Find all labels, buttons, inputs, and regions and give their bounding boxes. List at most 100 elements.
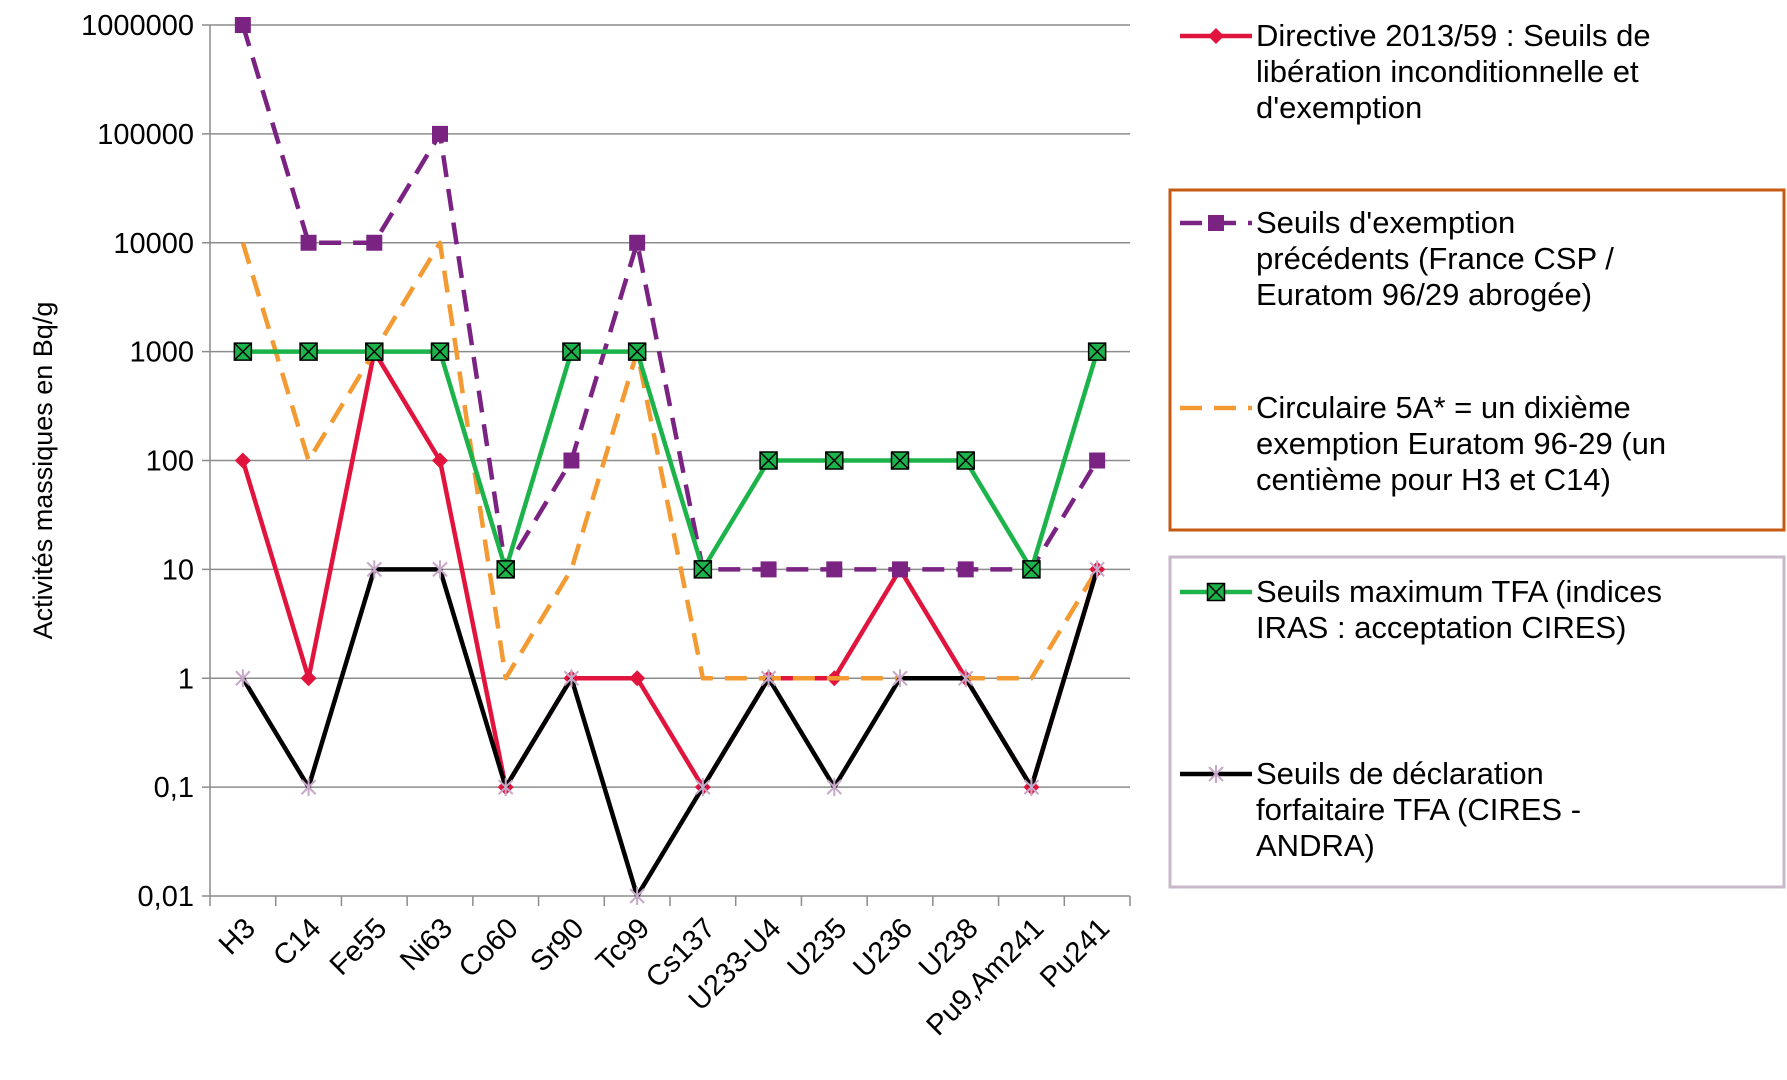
legend: Directive 2013/59 : Seuils delibération … xyxy=(1180,18,1666,863)
y-tick-label: 1000000 xyxy=(81,10,194,42)
x-tick-label-ni63: Ni63 xyxy=(394,912,459,977)
legend-entry-5-label: ANDRA) xyxy=(1256,828,1375,863)
x-tick-label-sr90: Sr90 xyxy=(524,912,590,978)
legend-entry-1-marker xyxy=(1208,28,1224,44)
y-tick-label: 1 xyxy=(178,663,194,695)
series-4-point xyxy=(1087,342,1107,361)
legend-entry-2-label: Euratom 96/29 abrogée) xyxy=(1256,277,1592,312)
series-4-point xyxy=(693,560,713,579)
series-4-point xyxy=(430,342,450,361)
series-2-point xyxy=(629,234,646,251)
series-4-point xyxy=(562,342,581,361)
legend-entry-4-marker xyxy=(1206,582,1226,602)
x-tick-label-pu241: Pu241 xyxy=(1034,912,1116,994)
series-2-point xyxy=(300,234,317,251)
legend-entry-4-label: Seuils maximum TFA (indices xyxy=(1256,574,1662,609)
series-5-point xyxy=(498,778,514,797)
series-4-point xyxy=(956,451,975,470)
x-tick-label-fe55: Fe55 xyxy=(324,912,393,981)
series-3 xyxy=(240,240,1100,681)
series-4-point xyxy=(759,451,778,470)
legend-entry-2-marker xyxy=(1208,215,1224,231)
series-4-point xyxy=(890,451,910,470)
series-5-point xyxy=(695,778,711,797)
series-4 xyxy=(233,342,1107,579)
series-5-point xyxy=(235,669,251,688)
legend-entry-3-label: Circulaire 5A* = un dixième xyxy=(1256,390,1631,425)
x-tick-label-h3: H3 xyxy=(213,912,262,961)
series-4-point xyxy=(1022,560,1041,579)
series-1-point xyxy=(300,670,317,687)
grid-lines xyxy=(202,24,1130,897)
legend-entry-2-label: Seuils d'exemption xyxy=(1256,205,1515,240)
y-tick-label: 100000 xyxy=(97,119,194,151)
legend-entry-3-label: exemption Euratom 96-29 (un xyxy=(1256,426,1666,461)
x-tick-label-co60: Co60 xyxy=(453,912,525,984)
series-2-point xyxy=(563,452,580,469)
series-5-point xyxy=(1023,778,1040,797)
series-group xyxy=(233,17,1107,905)
x-tick-label-u235: U235 xyxy=(782,912,854,984)
x-tick-label-u236: U236 xyxy=(847,912,919,984)
legend-boxes xyxy=(1168,188,1786,889)
series-5-point xyxy=(1089,560,1105,579)
x-tick-label-c14: C14 xyxy=(267,912,327,972)
series-5-point xyxy=(629,887,645,905)
series-2-point xyxy=(826,561,843,578)
series-5 xyxy=(235,560,1105,905)
series-2-point xyxy=(366,234,383,251)
series-5-point xyxy=(366,560,382,579)
series-5-point xyxy=(760,669,777,688)
series-1-line xyxy=(240,349,1100,790)
series-1-point xyxy=(629,670,646,687)
series-5-point xyxy=(958,669,974,688)
y-tick-label: 1000 xyxy=(129,337,194,369)
series-2-point xyxy=(432,125,448,142)
y-tick-label: 0,01 xyxy=(138,881,194,913)
series-5-point xyxy=(432,560,448,579)
legend-entry-1-label: libération inconditionnelle et xyxy=(1256,54,1639,89)
series-4-point xyxy=(496,560,515,579)
legend-entry-5-label: forfaitaire TFA (CIRES - xyxy=(1256,792,1581,827)
y-tick-label: 10000 xyxy=(113,228,194,260)
series-2-point xyxy=(760,561,777,578)
legend-entry-3-label: centième pour H3 et C14) xyxy=(1256,462,1611,497)
legend-entry-5-marker xyxy=(1208,765,1224,783)
legend-box-2 xyxy=(1168,555,1786,889)
y-tick-labels: 0,01 0,1 1 10 100 1000 10000 100000 1000000 xyxy=(81,10,194,913)
y-tick-label: 10 xyxy=(162,554,194,586)
series-2-point xyxy=(1089,452,1106,469)
series-2-point xyxy=(957,561,974,578)
y-tick-label: 100 xyxy=(146,446,194,478)
series-5-point xyxy=(826,778,842,797)
y-axis-label: Activités massiques en Bq/g xyxy=(28,302,58,640)
series-5-point xyxy=(300,778,317,797)
series-1-point xyxy=(432,452,448,469)
series-4-point xyxy=(825,451,844,470)
legend-entry-1: Directive 2013/59 : Seuils delibération … xyxy=(1180,18,1651,125)
series-2-point xyxy=(234,17,251,33)
series-5-point xyxy=(892,669,908,688)
series-4-line xyxy=(242,349,1100,572)
series-4-point xyxy=(299,342,318,361)
series-1-point xyxy=(234,452,251,469)
legend-entry-5-label: Seuils de déclaration xyxy=(1256,756,1544,791)
series-4-point xyxy=(233,342,253,361)
series-2 xyxy=(234,17,1106,578)
legend-entry-1-label: Directive 2013/59 : Seuils de xyxy=(1256,18,1651,53)
series-4-point xyxy=(627,342,647,361)
legend-box-1 xyxy=(1168,188,1786,532)
series-5-point xyxy=(563,669,580,688)
axes xyxy=(209,25,1131,906)
legend-entry-1-label: d'exemption xyxy=(1256,90,1422,125)
series-3-line xyxy=(240,240,1100,681)
legend-entry-2-label: précédents (France CSP / xyxy=(1256,241,1614,276)
series-2-line xyxy=(240,24,1100,572)
series-2-point xyxy=(892,561,908,578)
